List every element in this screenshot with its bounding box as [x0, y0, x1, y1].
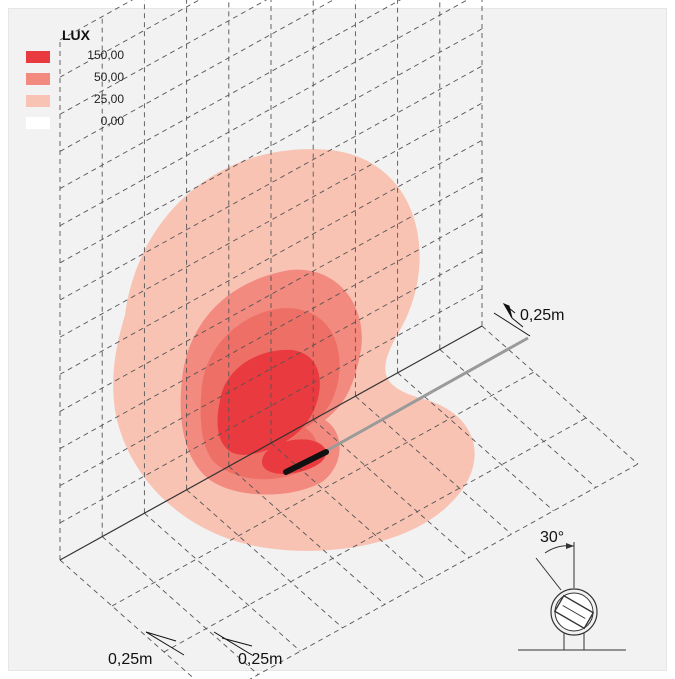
contour-150-lux	[217, 349, 320, 455]
legend-value: 50,00	[93, 70, 124, 84]
reference-grid	[59, 0, 639, 679]
floor-spacing-right-label: 0,25m	[238, 651, 282, 668]
fixture-profile	[518, 542, 626, 651]
floor-grid-depth	[228, 466, 386, 605]
tilt-angle-label: 30°	[540, 529, 564, 546]
legend-title: LUX	[62, 27, 90, 43]
floor-grid-depth	[144, 512, 301, 652]
floor-grid-depth	[397, 372, 554, 512]
power-cable	[325, 336, 529, 453]
floor-grid-depth	[355, 395, 512, 535]
floor-grid-depth	[186, 489, 343, 629]
legend-item: 150,00	[26, 46, 146, 68]
legend-value: 25,00	[93, 92, 124, 106]
legend-item: 0,00	[26, 112, 146, 134]
floor-grid-depth	[439, 349, 597, 488]
legend-value: 150,00	[87, 48, 124, 62]
floor-grid-depth	[312, 419, 470, 558]
dimension-floor-spacing	[145, 631, 253, 656]
floor-grid-depth	[101, 536, 259, 675]
floor-wall-junction	[59, 325, 483, 561]
legend-item: 50,00	[26, 68, 146, 90]
legend-swatch	[26, 95, 50, 107]
floor-grid-depth	[59, 559, 196, 679]
legend-swatch	[26, 73, 50, 85]
dimension-wall-spacing	[493, 303, 531, 337]
contour-150-lux-floor	[262, 439, 326, 474]
fixture-body	[283, 449, 329, 475]
tilt-reference-line	[535, 557, 562, 591]
floor-spacing-left-label: 0,25m	[108, 651, 152, 668]
floor-grid-depth	[481, 325, 639, 465]
wall-spacing-label: 0,25m	[520, 307, 564, 324]
legend-value: 0,00	[100, 114, 124, 128]
legend-item: 25,00	[26, 90, 146, 112]
lux-legend: LUX 150,00 50,00 25,00 0,00	[26, 24, 146, 134]
legend-swatch	[26, 117, 50, 129]
light-fixture	[283, 336, 529, 475]
isolux-contours	[113, 149, 475, 551]
floor-grid-depth	[270, 442, 428, 582]
legend-swatch	[26, 51, 50, 63]
